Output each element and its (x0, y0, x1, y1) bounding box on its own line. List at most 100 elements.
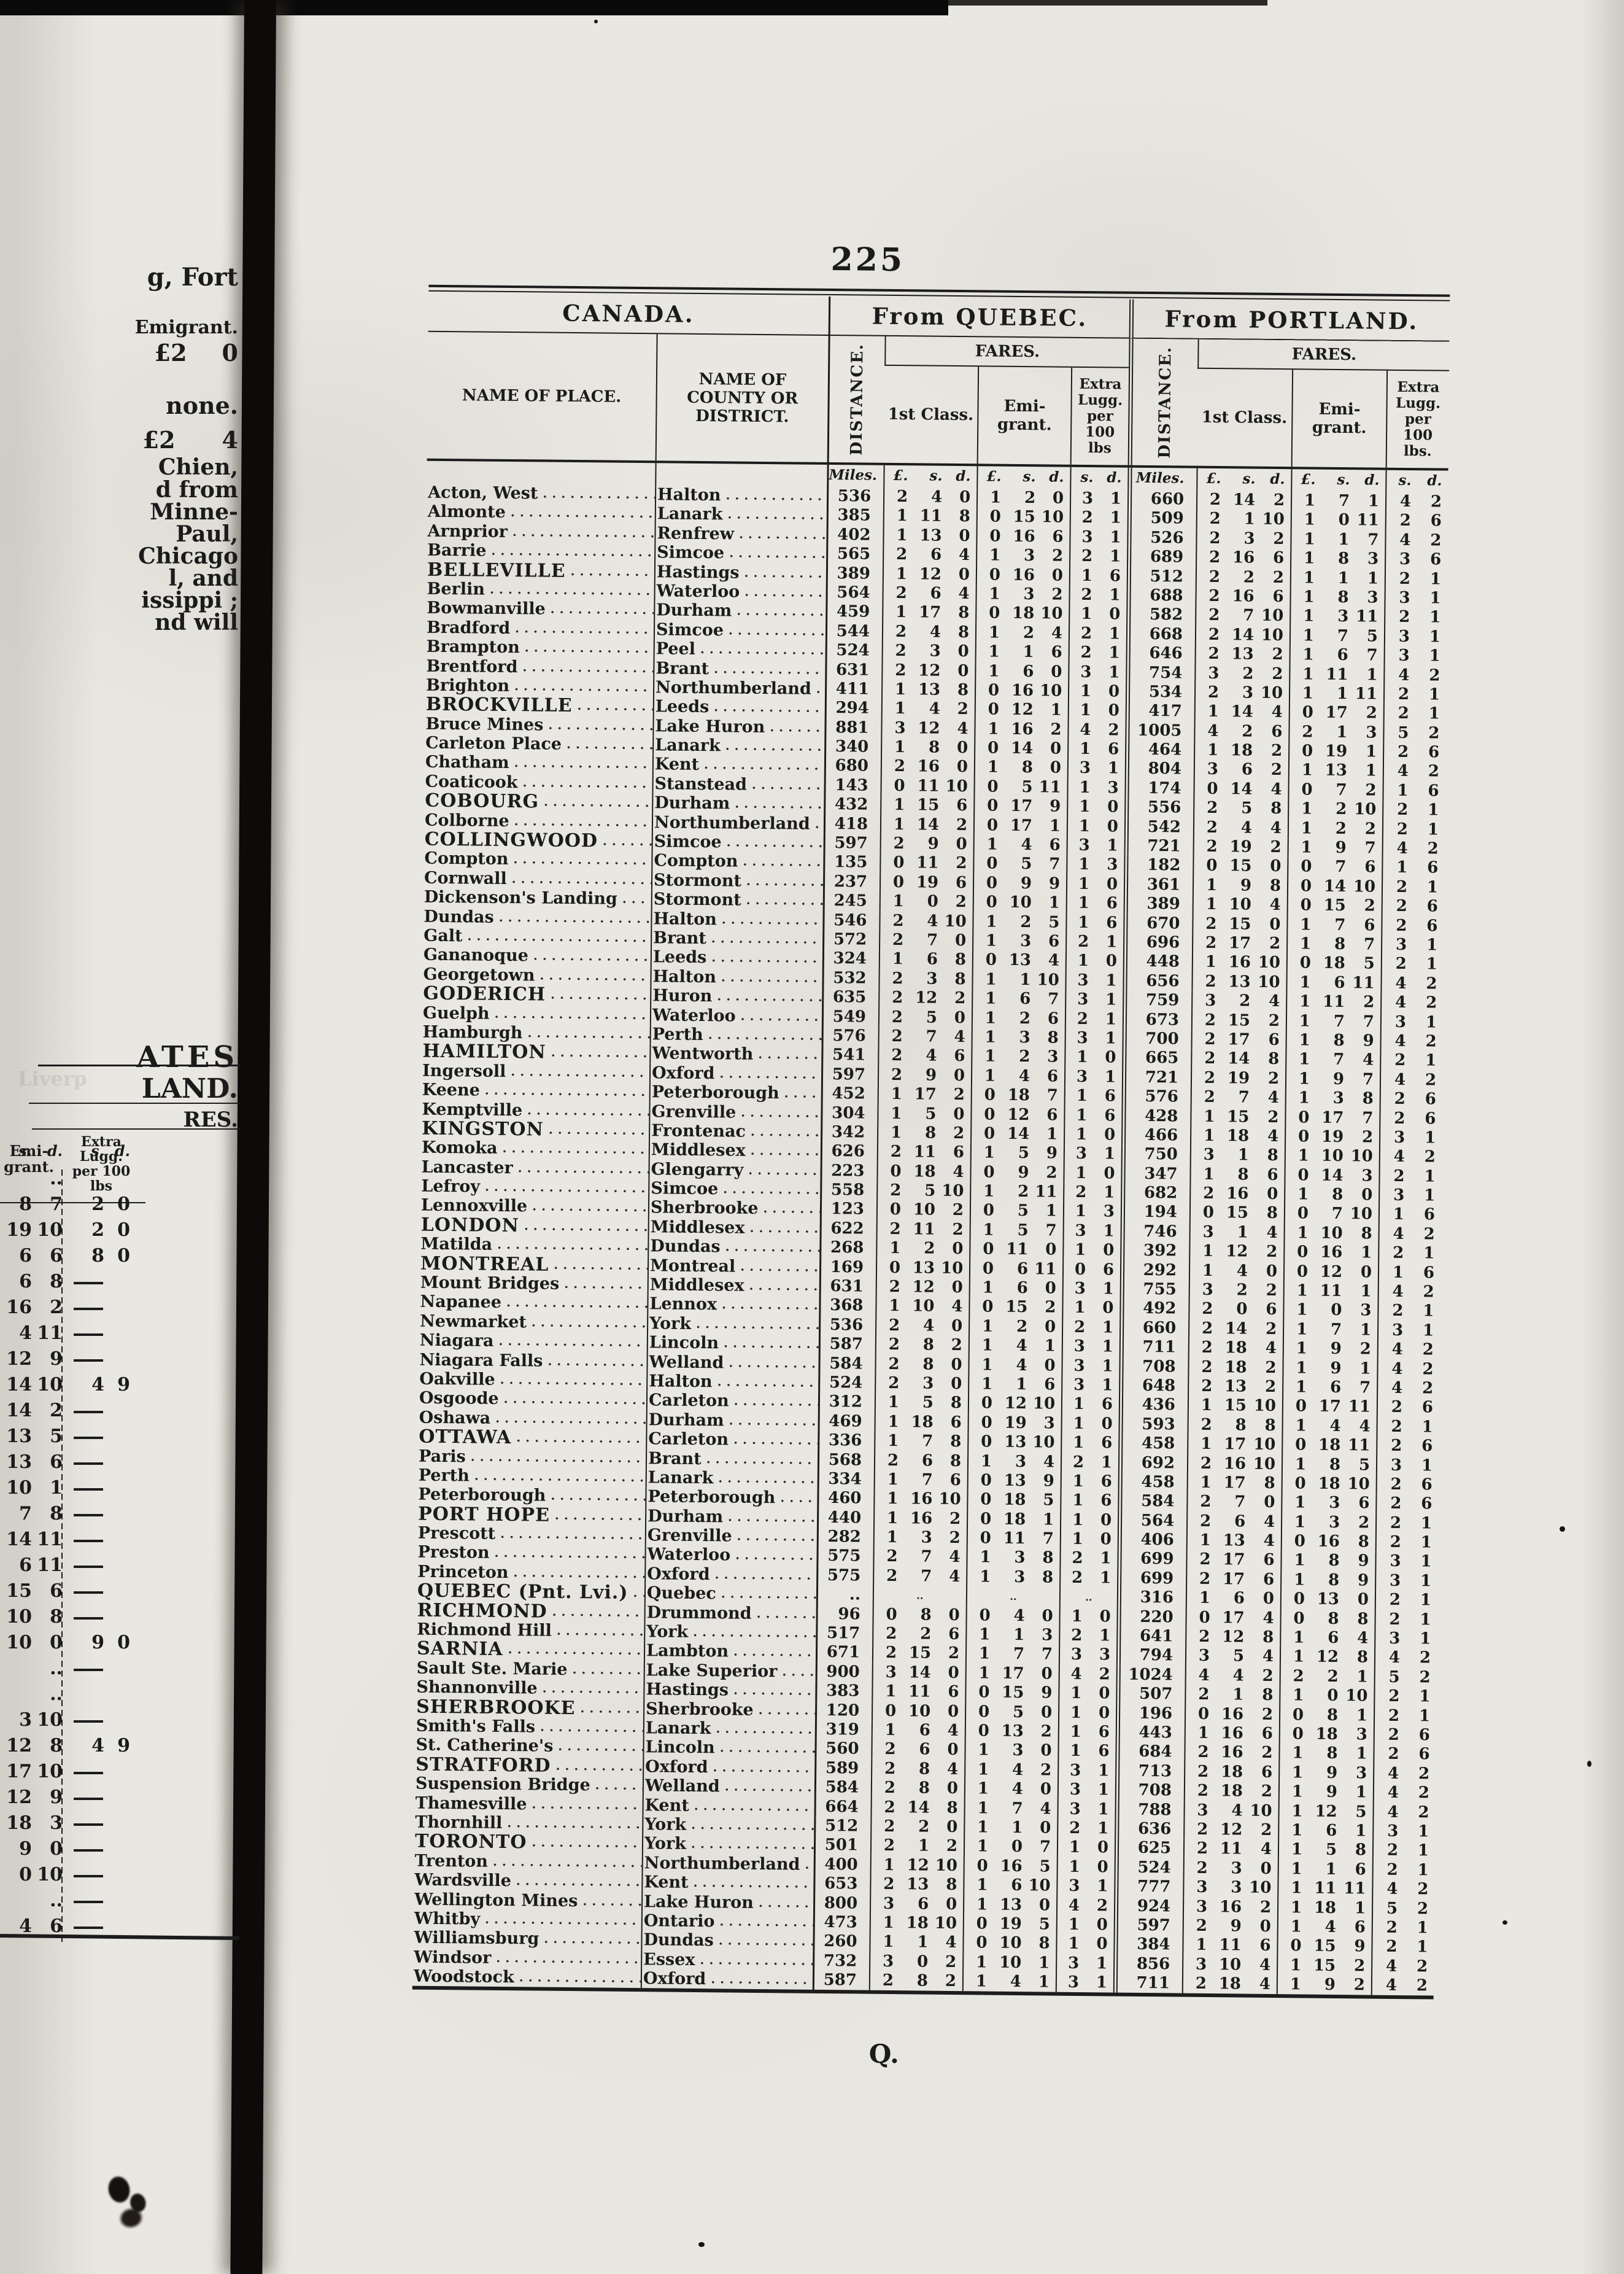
margin-col-emigrant: Emi-grant. (4, 1142, 54, 1176)
fare-emigrant-portland: 0 (1278, 1725, 1310, 1744)
fare-emigrant-portland: 8 (1337, 549, 1350, 568)
fare-emigrant-portland: 8 (1362, 1089, 1374, 1108)
county-name: Lincoln.................................… (643, 1737, 815, 1759)
county-name: Hastings................................… (643, 1680, 816, 1701)
fare-emigrant-portland: 12 (1320, 1262, 1343, 1281)
place-name: Cornwall................................… (423, 868, 652, 890)
fare-lugg-portland: 6 (1426, 916, 1438, 936)
fare-first-class-quebec: 2 (872, 1643, 903, 1664)
distance-portland: 856 (1113, 1954, 1183, 1974)
distance-quebec: 671 (815, 1643, 873, 1663)
fare-emigrant-portland: 0 (1277, 1936, 1308, 1957)
fare-first-class-quebec: 2 (872, 1624, 903, 1644)
fare-first-class-portland: 4 (1194, 721, 1225, 742)
county-name: Lanark..................................… (645, 1468, 818, 1489)
county-name: Simcoe..................................… (654, 543, 827, 564)
county-name: Oxford..................................… (644, 1564, 817, 1586)
fare-emigrant-quebec: 10 (1041, 508, 1064, 527)
fare-first-class-quebec: 0 (951, 1278, 963, 1297)
margin-table-row: 12 9 (0, 1348, 141, 1374)
fare-first-class-portland: 2 (1193, 818, 1224, 838)
fare-emigrant-portland: 5 (1363, 954, 1375, 973)
place-name: Newmarket...............................… (420, 1311, 648, 1333)
fare-first-class-quebec: 3 (881, 718, 912, 739)
fare-emigrant-portland: 17 (1318, 1397, 1342, 1416)
place-name: Williamsburg............................… (414, 1928, 641, 1950)
fare-first-class-portland: 2 (1191, 1030, 1222, 1050)
fare-first-class-portland: 1 (1192, 894, 1223, 915)
fare-emigrant-quebec: 2 (1019, 1009, 1031, 1028)
fare-first-class-portland: 2 (1187, 1415, 1218, 1435)
fare-emigrant-portland: 10 (1321, 1147, 1344, 1166)
fare-first-class-portland: 4 (1269, 992, 1280, 1011)
fare-first-class-quebec: 2 (878, 1026, 909, 1047)
place-name: Matilda.................................… (420, 1234, 648, 1256)
fare-emigrant-portland: 4 (1359, 1417, 1371, 1436)
fare-first-class-quebec: 6 (953, 1143, 965, 1162)
fare-first-class-quebec: 6 (948, 1624, 960, 1644)
distance-quebec: 572 (822, 929, 880, 950)
fare-emigrant-quebec: 14 (1010, 739, 1034, 758)
fare-emigrant-quebec: 1 (965, 1664, 996, 1683)
county-name: Grenville...............................… (649, 1101, 821, 1123)
fare-first-class-portland: 3 (1242, 683, 1254, 702)
fare-first-class-quebec: 11 (916, 853, 939, 873)
fare-first-class-quebec: 18 (913, 1162, 936, 1181)
fare-lugg-quebec: 3 (1068, 662, 1098, 683)
fare-first-class-portland: 1 (1188, 1261, 1220, 1281)
place-name: BELLEVILLE..............................… (427, 560, 655, 582)
fare-emigrant-quebec: 7 (1039, 1837, 1051, 1857)
fare-emigrant-quebec: 0 (969, 1259, 1000, 1279)
fare-first-class-portland: 14 (1232, 491, 1256, 510)
fare-emigrant-quebec: 11 (1035, 1182, 1058, 1201)
fare-emigrant-quebec: 8 (1038, 1934, 1050, 1953)
fare-first-class-quebec: 4 (945, 1933, 957, 1952)
fare-lugg-portland: 2 (1417, 1880, 1429, 1899)
fare-first-class-portland: 1 (1189, 1165, 1221, 1185)
fare-emigrant-quebec: 2 (1020, 912, 1032, 931)
fare-lugg-portland: 2 (1384, 569, 1417, 589)
fare-first-class-quebec: 10 (908, 1701, 931, 1721)
fare-lugg-quebec: 0 (1103, 1241, 1115, 1260)
fare-first-class-quebec: 8 (918, 1760, 930, 1779)
fare-emigrant-portland: 1 (1289, 664, 1320, 685)
fare-lugg-quebec: 1 (1109, 586, 1121, 605)
fare-emigrant-quebec: 1 (965, 1644, 997, 1664)
county-name: Durham..................................… (646, 1410, 818, 1432)
county-name: Lanark..................................… (654, 504, 827, 526)
fare-first-class-portland: 6 (1234, 1512, 1246, 1531)
fare-first-class-quebec: 10 (912, 1297, 935, 1316)
fare-emigrant-quebec: 7 (1048, 990, 1059, 1009)
fare-first-class-portland: 17 (1223, 1550, 1245, 1570)
fare-lugg-quebec: 1 (1096, 1973, 1108, 1992)
fare-emigrant-quebec: 0 (973, 815, 1005, 836)
fare-emigrant-portland: 18 (1318, 1474, 1340, 1493)
place-name: Richmond Hill...........................… (417, 1620, 644, 1642)
distance-portland: 648 (1119, 1376, 1188, 1397)
fare-lugg-portland: 2 (1418, 1803, 1429, 1822)
fare-first-class-portland: 2 (1272, 664, 1283, 683)
fare-first-class-portland: 0 (1193, 856, 1224, 876)
fare-emigrant-quebec: 11 (1034, 1259, 1057, 1279)
fare-lugg-quebec: 0 (1098, 1703, 1110, 1723)
fare-emigrant-quebec: 1 (963, 1837, 995, 1857)
fare-emigrant-portland: 6 (1355, 1860, 1366, 1879)
fare-lugg-portland: 2 (1428, 762, 1440, 782)
fare-first-class-portland: 2 (1186, 1454, 1218, 1474)
fare-first-class-portland: 2 (1188, 1300, 1220, 1319)
fare-first-class-quebec: 10 (934, 1914, 957, 1933)
fare-lugg-quebec: 1 (1059, 1510, 1090, 1531)
fare-lugg-quebec: 1 (1062, 1240, 1092, 1260)
fare-emigrant-portland: 0 (1286, 896, 1318, 916)
distance-portland: 788 (1115, 1800, 1184, 1820)
county-name: Durham..................................… (652, 793, 824, 815)
fare-first-class-quebec: 17 (914, 1085, 937, 1104)
fare-lugg-portland: 6 (1430, 511, 1442, 530)
distance-quebec: 383 (815, 1682, 872, 1702)
place-name: Ingersoll...............................… (422, 1061, 650, 1083)
fare-first-class-portland: 4 (1266, 1223, 1278, 1242)
fare-emigrant-quebec: 18 (1003, 1510, 1026, 1529)
units-cell: d. (1364, 471, 1380, 489)
fare-first-class-quebec: 7 (921, 1470, 933, 1489)
place-name: Bradford................................… (426, 618, 654, 640)
